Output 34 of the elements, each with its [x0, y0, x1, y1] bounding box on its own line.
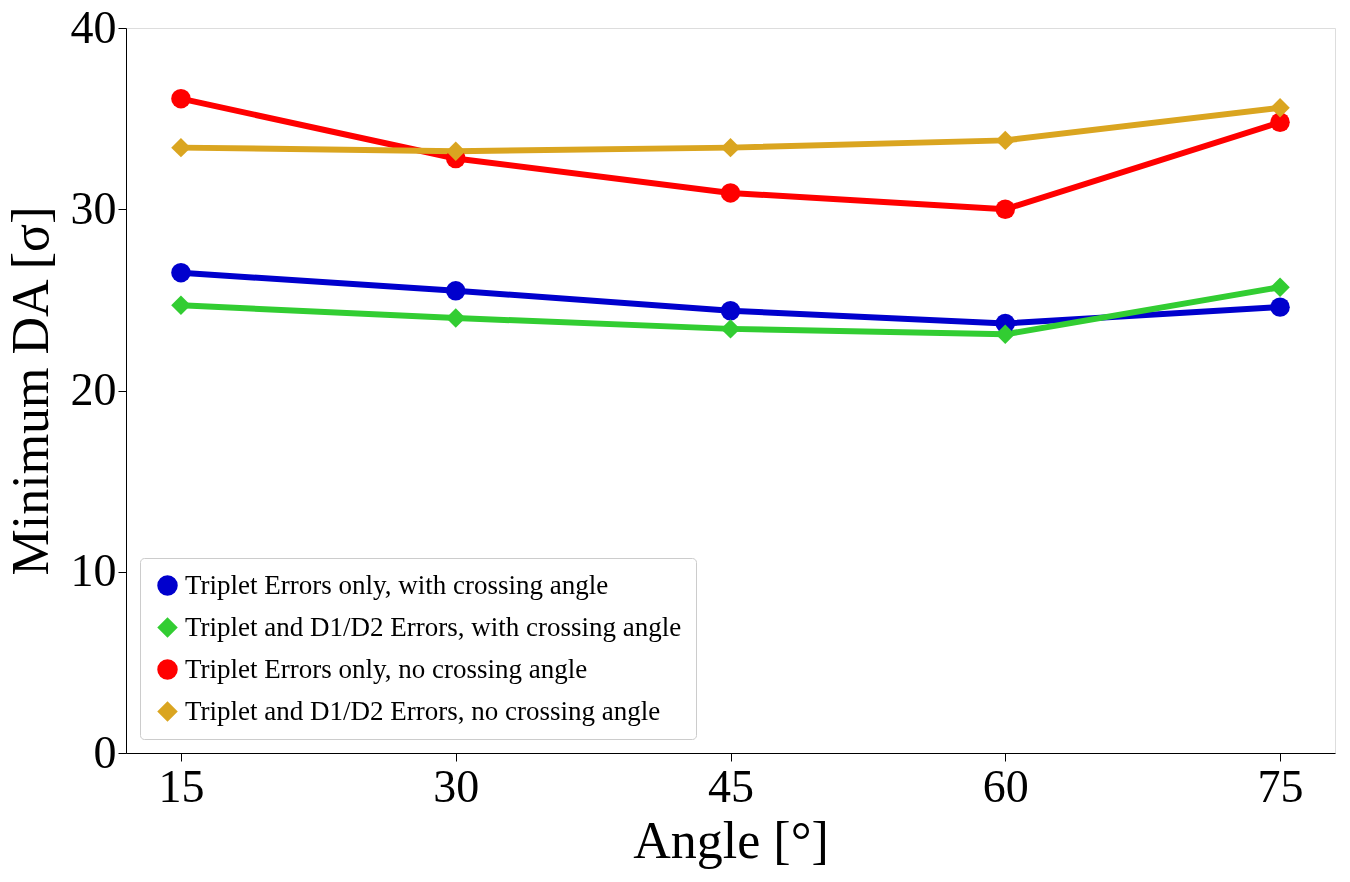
x-tick-label: 15: [158, 760, 205, 812]
x-tick-label: 75: [1257, 760, 1304, 812]
point: [445, 141, 466, 161]
point: [171, 295, 191, 316]
point: [720, 319, 741, 339]
point: [1270, 297, 1290, 317]
x-tick-label: 60: [982, 760, 1029, 812]
point: [720, 183, 741, 203]
point: [720, 301, 741, 321]
y-tick-label: 30: [70, 182, 117, 234]
point: [445, 308, 466, 328]
point: [445, 281, 466, 301]
y-tick-label: 40: [70, 1, 117, 53]
point: [171, 88, 191, 109]
legend-label: Triplet and D1/D2 Errors, no crossing angle: [185, 695, 661, 726]
y-axis-title: Minimum DA [σ]: [1, 206, 59, 576]
point: [1270, 98, 1290, 118]
x-tick-label: 30: [433, 760, 480, 812]
y-tick-label: 10: [70, 545, 117, 597]
point: [171, 137, 191, 158]
point: [720, 137, 741, 158]
x-tick-label: 45: [708, 760, 754, 812]
point: [1270, 112, 1290, 132]
legend-label: Triplet Errors only, with crossing angle: [185, 569, 609, 600]
y-tick-label: 20: [70, 364, 117, 415]
point: [995, 130, 1016, 151]
legend-label: Triplet Errors only, no crossing angle: [185, 653, 588, 684]
point: [171, 262, 191, 283]
point: [995, 324, 1016, 345]
y-tick-label: 0: [93, 726, 117, 778]
x-axis-title: Angle [°]: [633, 811, 829, 869]
point: [995, 199, 1016, 219]
legend-label: Triplet and D1/D2 Errors, with crossing angle: [185, 611, 682, 642]
point: [1270, 277, 1290, 297]
